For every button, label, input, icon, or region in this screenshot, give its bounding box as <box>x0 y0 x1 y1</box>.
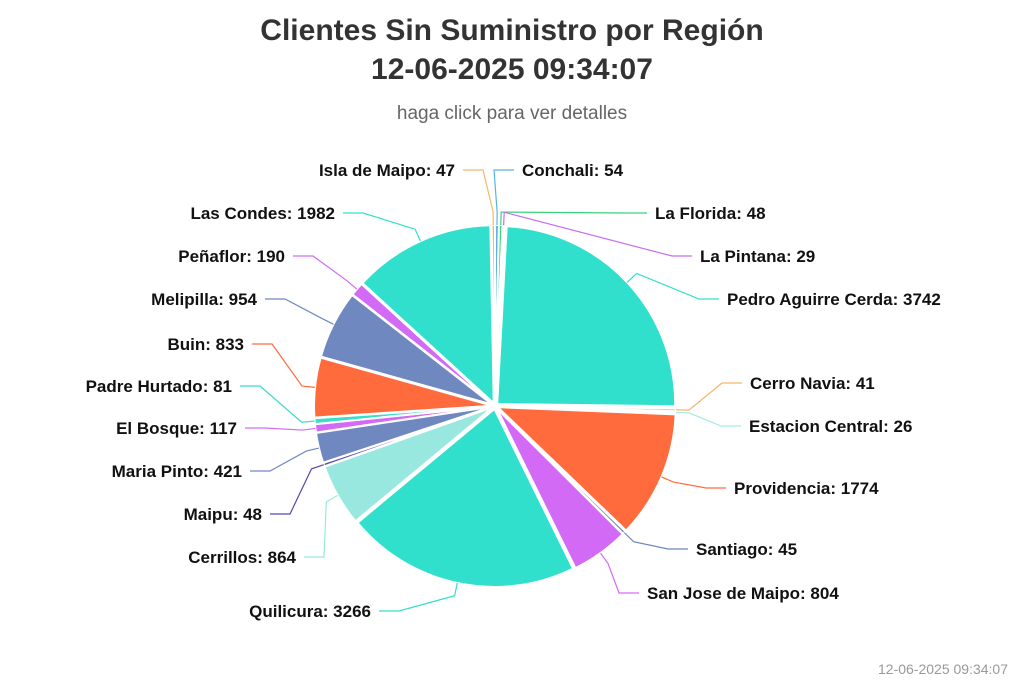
data-label-conchali[interactable]: Conchali: 54 <box>522 161 624 180</box>
data-label-estacion-central[interactable]: Estacion Central: 26 <box>749 417 912 436</box>
data-label-penaflor[interactable]: Peñaflor: 190 <box>178 247 285 266</box>
data-label-padre-hurtado[interactable]: Padre Hurtado: 81 <box>86 377 232 396</box>
data-label-cerrillos[interactable]: Cerrillos: 864 <box>188 548 296 567</box>
connector-conchali <box>493 169 514 226</box>
connector-el-bosque <box>245 427 316 431</box>
connector-melipilla <box>265 298 334 325</box>
data-label-pedro-aguirre-cerda[interactable]: Pedro Aguirre Cerda: 3742 <box>727 290 941 309</box>
pie-slice-las-condes[interactable] <box>361 224 495 406</box>
connector-isla-de-maipo <box>463 169 494 226</box>
connector-penaflor <box>293 255 358 290</box>
data-label-la-florida[interactable]: La Florida: 48 <box>655 204 766 223</box>
chart-subtitle: haga click para ver detalles <box>396 103 628 124</box>
pie-slice-la-pintana[interactable] <box>494 224 506 404</box>
connector-cerro-navia <box>675 382 742 411</box>
data-label-santiago[interactable]: Santiago: 45 <box>696 540 797 559</box>
data-label-maria-pinto[interactable]: Maria Pinto: 421 <box>112 462 242 481</box>
connector-maipu <box>270 464 324 515</box>
pie-slice-penaflor[interactable] <box>351 282 494 405</box>
data-label-maipu[interactable]: Maipu: 48 <box>184 505 262 524</box>
connector-la-pintana <box>503 211 692 257</box>
data-label-melipilla[interactable]: Melipilla: 954 <box>151 290 257 309</box>
connector-maria-pinto <box>250 447 320 472</box>
data-label-isla-de-maipo[interactable]: Isla de Maipo: 47 <box>319 161 455 180</box>
data-label-la-pintana[interactable]: La Pintana: 29 <box>700 247 815 266</box>
data-label-san-jose-de-maipo[interactable]: San Jose de Maipo: 804 <box>647 584 839 603</box>
data-label-buin[interactable]: Buin: 833 <box>167 335 244 354</box>
connector-providencia <box>661 476 726 489</box>
connector-santiago <box>623 532 688 550</box>
connector-buin <box>252 343 316 388</box>
data-label-quilicura[interactable]: Quilicura: 3266 <box>249 602 371 621</box>
data-label-cerro-navia[interactable]: Cerro Navia: 41 <box>750 374 875 393</box>
chart-title: Clientes Sin Suministro por Región <box>260 14 764 47</box>
connector-san-jose-de-maipo <box>600 552 639 594</box>
connector-estacion-central <box>675 411 741 427</box>
pie-slice-providencia[interactable] <box>495 406 677 532</box>
connector-cerrillos <box>304 494 338 558</box>
data-label-providencia[interactable]: Providencia: 1774 <box>734 479 879 498</box>
footer-timestamp: 12-06-2025 09:34:07 <box>878 661 1008 677</box>
connector-la-florida <box>500 211 647 226</box>
data-label-el-bosque[interactable]: El Bosque: 117 <box>116 419 237 438</box>
connector-padre-hurtado <box>240 385 315 423</box>
pie-slice-pedro-aguirre-cerda[interactable] <box>496 225 677 408</box>
connector-las-condes <box>343 212 422 242</box>
chart-title-timestamp: 12-06-2025 09:34:07 <box>371 53 653 86</box>
data-label-las-condes[interactable]: Las Condes: 1982 <box>190 204 335 223</box>
connector-quilicura <box>379 582 458 612</box>
connector-pedro-aguirre-cerda <box>626 272 719 300</box>
